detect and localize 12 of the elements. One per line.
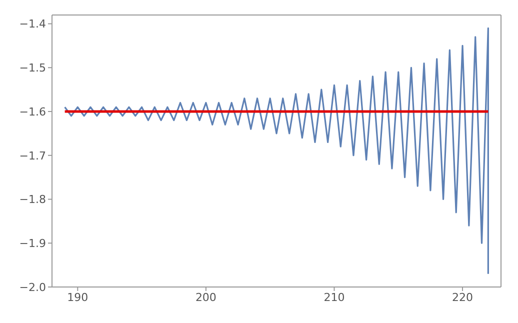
line-series (64, 27, 489, 275)
y-tick-label: −2.0 (19, 280, 46, 294)
y-tick-label: −1.4 (19, 18, 46, 31)
x-tick-label: 200 (195, 290, 216, 304)
y-tick-label: −1.9 (19, 237, 46, 250)
y-tick-label: −1.7 (19, 149, 46, 162)
y-tick-label: −1.5 (19, 62, 46, 75)
y-tick-label: −1.6 (19, 105, 46, 118)
x-tick-label: 190 (67, 290, 88, 304)
x-tick-label: 210 (324, 290, 345, 304)
y-tick-label: −1.8 (19, 193, 46, 206)
x-tick-label: 220 (452, 290, 474, 304)
